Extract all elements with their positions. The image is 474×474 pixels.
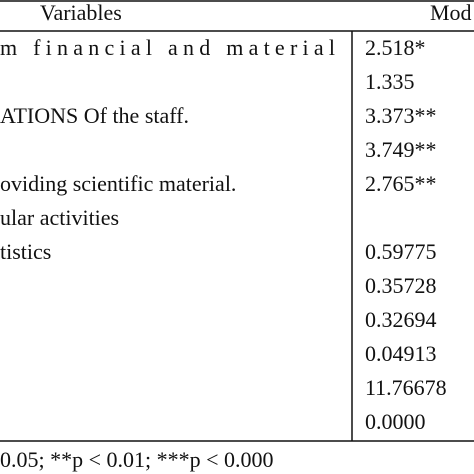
variable-cell: tistics — [0, 239, 51, 264]
variable-cell: oviding scientific material. — [0, 171, 236, 196]
value-cell: 3.373** — [365, 103, 437, 128]
value-cell: 0.32694 — [365, 307, 437, 332]
value-cell: 0.35728 — [365, 273, 437, 298]
value-cell: 0.04913 — [365, 341, 437, 366]
value-cell: 1.335 — [365, 69, 415, 94]
value-cell: 0.59775 — [365, 239, 437, 264]
value-cell: 11.76678 — [365, 375, 447, 400]
variable-cell: ular activities — [0, 205, 119, 230]
value-cell: 2.765** — [365, 171, 437, 196]
value-cell: 0.0000 — [365, 409, 426, 434]
header-variables: Variables — [40, 0, 122, 25]
variable-cell: m financial and material — [0, 35, 335, 60]
value-cell: 2.518* — [365, 35, 426, 60]
header-model: Mod — [430, 0, 472, 25]
value-cell: 3.749** — [365, 137, 437, 162]
variable-cell: ATIONS Of the staff. — [0, 103, 189, 128]
footnote: 0.05; **p < 0.01; ***p < 0.000 — [0, 447, 274, 472]
